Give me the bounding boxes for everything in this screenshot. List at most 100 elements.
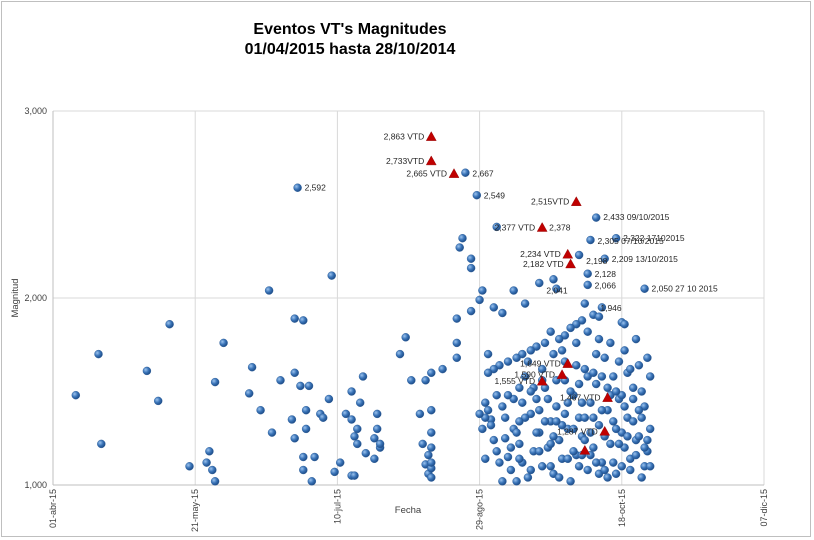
vt-point <box>142 366 152 376</box>
vt-point <box>495 458 504 467</box>
vt-point <box>293 183 302 192</box>
vt-point <box>310 452 319 462</box>
vtd-point <box>562 248 574 259</box>
vt-point <box>563 454 572 463</box>
vt-point <box>503 391 513 400</box>
vt-point <box>597 372 607 381</box>
vt-point <box>603 383 612 392</box>
vt-point <box>589 413 598 422</box>
vt-point <box>552 417 561 426</box>
vt-point <box>438 364 447 374</box>
data-points <box>71 131 655 486</box>
vt-point <box>520 299 530 308</box>
vt-point <box>264 286 274 295</box>
vt-point <box>577 398 587 407</box>
vt-point <box>592 379 601 389</box>
vt-point <box>629 417 638 426</box>
vt-point <box>646 462 655 471</box>
data-label: 2,378 <box>549 222 571 232</box>
vt-point <box>549 349 558 359</box>
vt-point <box>424 450 433 460</box>
chart-title-line-1: Eventos VT's Magnitudes <box>253 21 447 38</box>
vt-point <box>347 387 356 396</box>
gridlines <box>53 110 765 485</box>
data-label: 1,555 VTD <box>495 376 536 386</box>
vt-point <box>549 432 558 441</box>
vt-point <box>512 477 521 486</box>
chart-title-line-2: 01/04/2015 hasta 28/10/2014 <box>244 41 456 58</box>
vt-point <box>535 447 544 456</box>
x-axis-label: Fecha <box>395 505 422 516</box>
vt-point <box>515 383 524 392</box>
vt-point <box>512 428 521 437</box>
vt-point <box>611 233 621 243</box>
vt-point <box>358 372 368 381</box>
vt-point <box>256 406 265 415</box>
data-label: 1,649 VTD <box>520 359 561 369</box>
vtd-point <box>556 369 568 379</box>
vt-point <box>631 450 641 460</box>
vt-point <box>375 439 385 449</box>
vt-point <box>614 357 624 366</box>
vt-point <box>509 286 518 295</box>
vt-point <box>415 409 425 419</box>
data-label: 2,733VTD <box>386 156 424 166</box>
vt-point <box>520 372 530 381</box>
vt-point <box>290 368 299 377</box>
vtd-point <box>536 375 548 386</box>
vt-point <box>247 363 257 372</box>
vt-point <box>634 406 644 415</box>
vt-point <box>609 417 618 426</box>
x-tick-label: 18-oct-15 <box>617 489 627 527</box>
vt-point <box>165 320 174 329</box>
x-tick-label: 21-may-15 <box>190 489 200 532</box>
vt-point <box>589 368 598 377</box>
data-label: 2,515VTD <box>531 197 569 207</box>
vt-point <box>586 428 595 437</box>
vt-point <box>574 462 584 471</box>
vtd-point <box>448 168 460 178</box>
data-label: 2,066 <box>595 281 617 291</box>
vt-point <box>583 465 592 475</box>
vt-point <box>466 263 476 273</box>
vt-point <box>347 415 356 424</box>
vtd-point <box>562 358 574 368</box>
vtd-point <box>536 222 548 232</box>
vt-point <box>606 439 615 449</box>
vt-point <box>299 316 308 325</box>
vt-point <box>538 364 547 374</box>
vt-point <box>427 458 436 467</box>
vt-point <box>492 447 501 456</box>
vt-point <box>629 383 638 392</box>
data-label: 2,041 <box>546 285 568 295</box>
y-tick-label: 2,000 <box>24 293 47 303</box>
vt-point <box>478 424 487 434</box>
vt-point <box>611 424 621 434</box>
vt-point <box>353 424 362 434</box>
vt-point <box>296 381 305 391</box>
vt-point <box>153 396 163 406</box>
vt-point <box>594 312 604 321</box>
vt-point <box>472 190 481 200</box>
vt-point <box>594 334 604 344</box>
vt-point <box>427 368 436 377</box>
vt-point <box>486 421 496 430</box>
vt-point <box>373 409 382 419</box>
vt-point <box>634 361 644 370</box>
vt-point <box>455 243 464 252</box>
vt-point <box>592 213 601 222</box>
vt-point <box>407 376 416 385</box>
vt-point <box>427 428 436 437</box>
vt-point <box>552 284 561 293</box>
vt-point <box>557 346 567 355</box>
vt-point <box>546 462 555 471</box>
vt-point <box>324 394 334 404</box>
vt-point <box>609 458 618 467</box>
vt-point <box>611 469 621 478</box>
vt-point <box>569 447 578 456</box>
data-label: 2,305 07/10/2015 <box>598 236 664 246</box>
vt-point <box>626 465 635 475</box>
vt-point <box>523 357 533 366</box>
vt-point <box>631 334 641 344</box>
